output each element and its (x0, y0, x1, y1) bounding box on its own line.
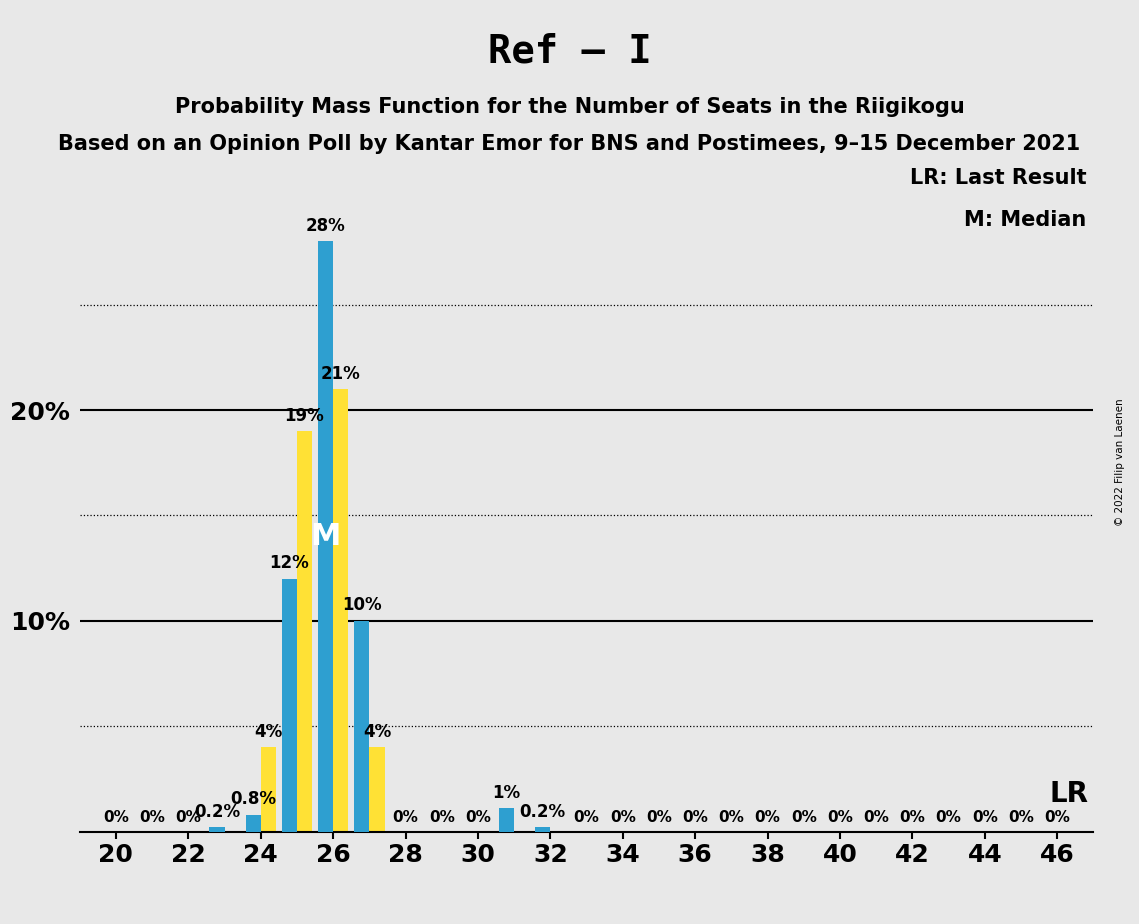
Text: M: Median: M: Median (964, 210, 1087, 230)
Text: 0%: 0% (428, 810, 454, 825)
Text: 1%: 1% (492, 784, 521, 802)
Bar (297, 432, 312, 832)
Text: 4%: 4% (254, 723, 282, 741)
Text: 0%: 0% (719, 810, 745, 825)
Bar (535, 827, 550, 832)
Bar (210, 827, 224, 832)
Text: LR: Last Result: LR: Last Result (910, 167, 1087, 188)
Text: Probability Mass Function for the Number of Seats in the Riigikogu: Probability Mass Function for the Number… (174, 97, 965, 117)
Bar (354, 621, 369, 832)
Bar (261, 748, 276, 832)
Text: 0%: 0% (935, 810, 961, 825)
Text: 0%: 0% (972, 810, 998, 825)
Text: M: M (310, 522, 341, 551)
Text: 0%: 0% (827, 810, 853, 825)
Text: 0%: 0% (755, 810, 780, 825)
Text: 28%: 28% (305, 217, 345, 235)
Text: 0.2%: 0.2% (519, 803, 566, 821)
Text: 10%: 10% (342, 597, 382, 614)
Text: 0%: 0% (103, 810, 129, 825)
Bar (246, 815, 261, 832)
Text: 0%: 0% (139, 810, 165, 825)
Text: 0.2%: 0.2% (194, 803, 240, 821)
Text: 0%: 0% (465, 810, 491, 825)
Text: 4%: 4% (363, 723, 391, 741)
Text: 0%: 0% (393, 810, 418, 825)
Text: © 2022 Filip van Laenen: © 2022 Filip van Laenen (1115, 398, 1125, 526)
Text: 0%: 0% (900, 810, 925, 825)
Text: 19%: 19% (285, 407, 325, 425)
Bar (281, 578, 297, 832)
Text: Based on an Opinion Poll by Kantar Emor for BNS and Postimees, 9–15 December 202: Based on an Opinion Poll by Kantar Emor … (58, 134, 1081, 154)
Text: 0%: 0% (646, 810, 672, 825)
Bar (499, 808, 514, 832)
Text: 12%: 12% (270, 554, 309, 572)
Text: 0%: 0% (1008, 810, 1034, 825)
Bar (318, 241, 333, 832)
Text: 0%: 0% (1044, 810, 1071, 825)
Text: LR: LR (1049, 780, 1088, 808)
Text: 0.8%: 0.8% (230, 790, 276, 808)
Text: 0%: 0% (574, 810, 599, 825)
Text: 0%: 0% (790, 810, 817, 825)
Text: Ref – I: Ref – I (487, 32, 652, 70)
Bar (334, 389, 349, 832)
Text: 21%: 21% (321, 365, 361, 383)
Text: 0%: 0% (863, 810, 890, 825)
Bar (369, 748, 385, 832)
Text: 0%: 0% (609, 810, 636, 825)
Text: 0%: 0% (175, 810, 202, 825)
Text: 0%: 0% (682, 810, 708, 825)
